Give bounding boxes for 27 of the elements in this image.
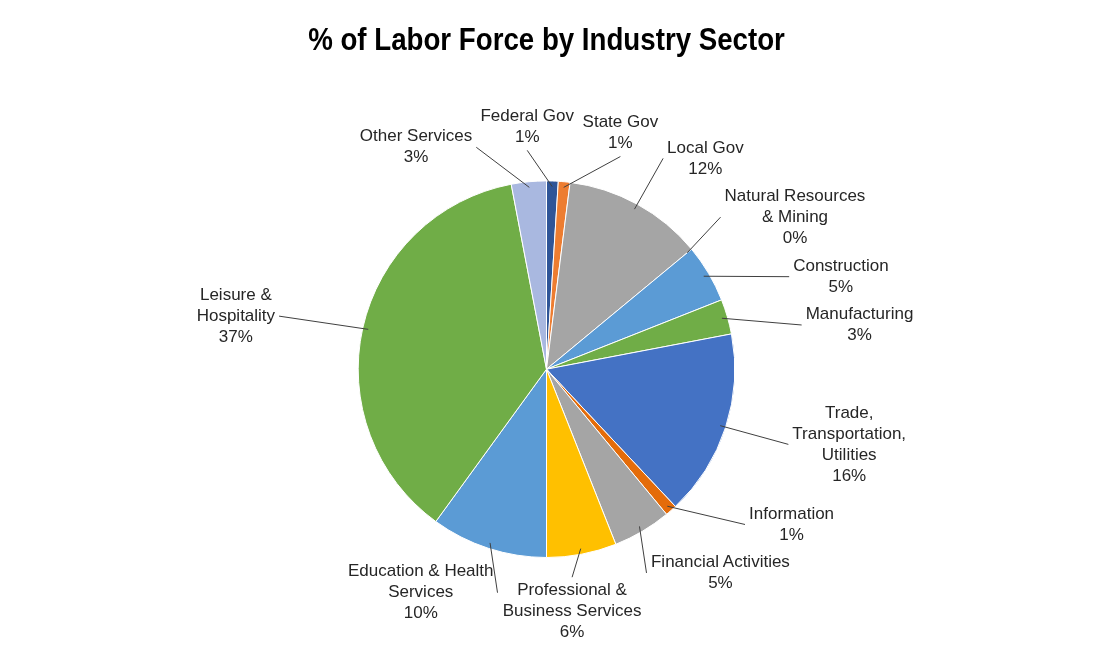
data-label: 10% <box>403 603 438 623</box>
slice-label: Information <box>749 503 835 523</box>
slice-label: Manufacturing <box>805 304 914 324</box>
text: 0% <box>782 227 808 247</box>
chart-title: % of Labor Force by Industry Sector <box>308 21 786 57</box>
slice-label: Trade, Transportation, Utilities <box>792 402 907 464</box>
slice-label: State Gov <box>582 111 659 131</box>
slice-label: Other Services <box>359 126 473 146</box>
data-label: 16% <box>832 465 867 485</box>
category-label: Natural Resources & Mining <box>724 185 866 226</box>
slice-label: Federal Gov <box>480 105 575 125</box>
data-label: 3% <box>847 325 872 345</box>
data-label: 1% <box>608 132 633 152</box>
data-label: 6% <box>559 622 585 642</box>
slice-label: Construction <box>793 255 889 275</box>
data-label: 5% <box>828 276 854 296</box>
slice-label: Education & Health Services <box>347 561 494 602</box>
data-label: 5% <box>708 573 733 593</box>
data-label: 3% <box>403 147 429 167</box>
slice-label: Local Gov <box>667 137 745 157</box>
data-label: 1% <box>779 524 804 544</box>
data-label: 37% <box>218 326 253 346</box>
slice-label: Financial Activities <box>650 552 790 572</box>
slice-label: Professional & Business Services <box>502 580 642 621</box>
slice-label: Leisure & Hospitality <box>196 284 276 325</box>
data-label: 12% <box>688 158 723 178</box>
data-label: 1% <box>514 126 540 146</box>
